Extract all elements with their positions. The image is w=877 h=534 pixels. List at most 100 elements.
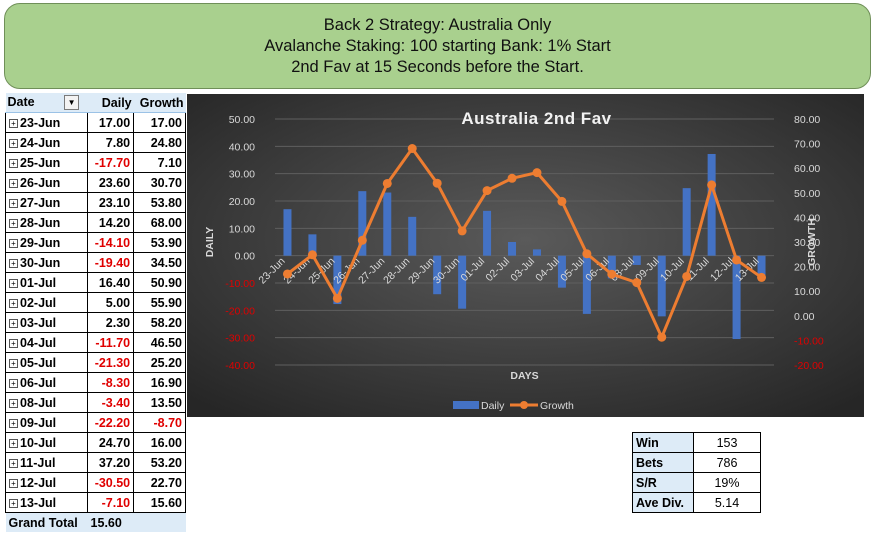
table-row: +26-Jun 23.60 30.70 (4, 172, 186, 193)
right-axis-title: GROWTH (806, 218, 818, 266)
stat-value: 5.14 (693, 492, 761, 513)
date-cell[interactable]: +05-Jul (4, 352, 89, 373)
daily-cell: 5.00 (87, 292, 135, 313)
date-cell[interactable]: +01-Jul (4, 272, 89, 293)
date-cell[interactable]: +08-Jul (4, 392, 89, 413)
date-label: 10-Jul (20, 435, 57, 450)
stat-key: Bets (632, 452, 694, 473)
expand-icon[interactable]: + (9, 358, 18, 368)
date-label: 08-Jul (20, 395, 57, 410)
daily-bar (508, 242, 517, 256)
date-cell[interactable]: +03-Jul (4, 312, 89, 333)
legend-growth-label: Growth (540, 400, 574, 412)
expand-icon[interactable]: + (9, 258, 18, 268)
table-row: +01-Jul 16.40 50.90 (4, 272, 186, 293)
expand-icon[interactable]: + (9, 418, 18, 428)
expand-icon[interactable]: + (9, 438, 18, 448)
date-cell[interactable]: +23-Jun (4, 112, 89, 133)
growth-cell: 46.50 (133, 332, 186, 353)
date-label: 09-Jul (20, 415, 57, 430)
growth-point (682, 271, 692, 281)
stats-row: Bets 786 (632, 452, 761, 473)
date-label: 25-Jun (20, 155, 61, 170)
date-label: 13-Jul (20, 495, 57, 510)
growth-point (582, 249, 592, 259)
date-cell[interactable]: +02-Jul (4, 292, 89, 313)
date-label: 24-Jun (20, 135, 61, 150)
right-axis-tick-label: 70.00 (794, 139, 820, 151)
daily-cell: 24.70 (87, 432, 135, 453)
expand-icon[interactable]: + (9, 118, 18, 128)
date-cell[interactable]: +25-Jun (4, 152, 89, 173)
right-axis-tick-label: -20.00 (794, 360, 824, 372)
expand-icon[interactable]: + (9, 318, 18, 328)
left-axis-tick-label: 40.00 (229, 141, 255, 153)
growth-cell: 15.60 (133, 492, 186, 513)
growth-point (757, 272, 767, 282)
australia-2nd-fav-chart: -40.00 -30.00 -20.00 -10.00 0.00 10.00 20.00 30… (187, 94, 864, 417)
date-cell[interactable]: +09-Jul (4, 412, 89, 433)
date-label: 30-Jun (20, 255, 61, 270)
date-cell[interactable]: +10-Jul (4, 432, 89, 453)
stats-row: Win 153 (632, 432, 761, 453)
daily-cell: -7.10 (87, 492, 135, 513)
grand-total-label: Grand Total (5, 512, 88, 532)
expand-icon[interactable]: + (9, 378, 18, 388)
expand-icon[interactable]: + (9, 278, 18, 288)
legend-growth-marker (520, 401, 528, 409)
stats-row: S/R 19% (632, 472, 761, 493)
right-axis-tick-label: 30.00 (794, 237, 820, 249)
expand-icon[interactable]: + (9, 158, 18, 168)
header-line-2: Avalanche Staking: 100 starting Bank: 1%… (264, 36, 611, 55)
pivot-table: Date ▼ Daily Growth +23-Jun 17.00 17.00 +24… (4, 93, 186, 532)
daily-bar (682, 188, 691, 256)
date-cell[interactable]: +12-Jul (4, 472, 89, 493)
growth-point (432, 178, 442, 188)
expand-icon[interactable]: + (9, 338, 18, 348)
date-cell[interactable]: +13-Jul (4, 492, 89, 513)
date-label: 11-Jul (20, 455, 56, 470)
expand-icon[interactable]: + (9, 178, 18, 188)
table-row: +10-Jul 24.70 16.00 (4, 432, 186, 453)
expand-icon[interactable]: + (9, 458, 18, 468)
daily-cell: 14.20 (87, 212, 135, 233)
date-cell[interactable]: +04-Jul (4, 332, 89, 353)
expand-icon[interactable]: + (9, 138, 18, 148)
right-axis-tick-label: 10.00 (794, 286, 820, 298)
expand-icon[interactable]: + (9, 398, 18, 408)
date-cell[interactable]: +28-Jun (4, 212, 89, 233)
daily-cell: 16.40 (87, 272, 135, 293)
growth-cell: 53.20 (133, 452, 186, 473)
expand-icon[interactable]: + (9, 298, 18, 308)
date-label: 27-Jun (20, 195, 61, 210)
date-cell[interactable]: +30-Jun (4, 252, 89, 273)
daily-cell: -11.70 (87, 332, 135, 353)
date-cell[interactable]: +24-Jun (4, 132, 89, 153)
left-axis-tick-label: 30.00 (229, 169, 255, 181)
daily-cell: -17.70 (87, 152, 135, 173)
expand-icon[interactable]: + (9, 238, 18, 248)
expand-icon[interactable]: + (9, 198, 18, 208)
stat-key: Ave Div. (632, 492, 694, 513)
growth-point (282, 269, 292, 279)
expand-icon[interactable]: + (9, 498, 18, 508)
date-label: 01-Jul (20, 275, 57, 290)
expand-icon[interactable]: + (9, 218, 18, 228)
date-cell[interactable]: +27-Jun (4, 192, 89, 213)
daily-bar (732, 255, 741, 340)
table-row: +23-Jun 17.00 17.00 (4, 112, 186, 133)
filter-dropdown-icon[interactable]: ▼ (64, 95, 80, 111)
stats-row: Ave Div. 5.14 (632, 492, 761, 513)
date-cell[interactable]: +11-Jul (4, 452, 89, 473)
left-axis-title: DAILY (204, 227, 216, 258)
stat-value: 786 (693, 452, 761, 473)
growth-cell: 53.80 (133, 192, 186, 213)
date-cell[interactable]: +06-Jul (4, 372, 89, 393)
expand-icon[interactable]: + (9, 478, 18, 488)
date-cell[interactable]: +29-Jun (4, 232, 89, 253)
table-row: +11-Jul 37.20 53.20 (4, 452, 186, 473)
legend-daily-label: Daily (481, 400, 505, 412)
growth-cell: 53.90 (133, 232, 186, 253)
daily-cell: 23.10 (87, 192, 135, 213)
date-cell[interactable]: +26-Jun (4, 172, 89, 193)
